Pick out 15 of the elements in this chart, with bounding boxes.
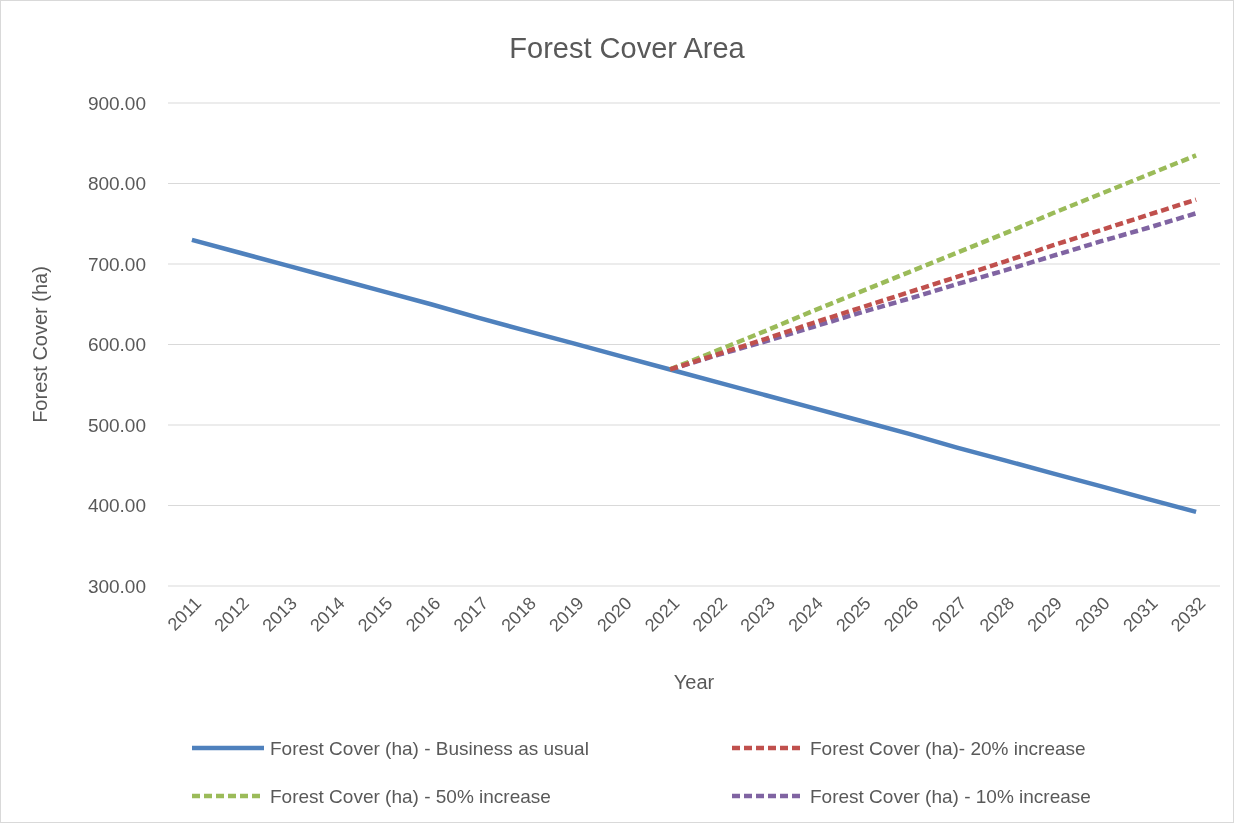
legend-label: Forest Cover (ha) - 50% increase: [270, 785, 551, 807]
y-tick-label: 800.00: [87, 173, 146, 195]
y-tick-label: 900.00: [87, 92, 146, 114]
y-tick-label: 300.00: [87, 575, 146, 597]
x-axis-title: Year: [673, 671, 715, 693]
y-tick-label: 400.00: [87, 495, 146, 517]
y-axis-title: Forest Cover (ha): [29, 266, 51, 423]
legend-label: Forest Cover (ha) - Business as usual: [270, 737, 589, 759]
y-tick-label: 600.00: [87, 334, 146, 356]
y-tick-label: 500.00: [87, 414, 146, 436]
y-tick-label: 700.00: [87, 253, 146, 275]
legend-label: Forest Cover (ha) - 10% increase: [810, 785, 1091, 807]
line-series: [189, 237, 1199, 515]
chart-title: Forest Cover Area: [509, 32, 746, 64]
legend-label: Forest Cover (ha)- 20% increase: [810, 737, 1086, 759]
